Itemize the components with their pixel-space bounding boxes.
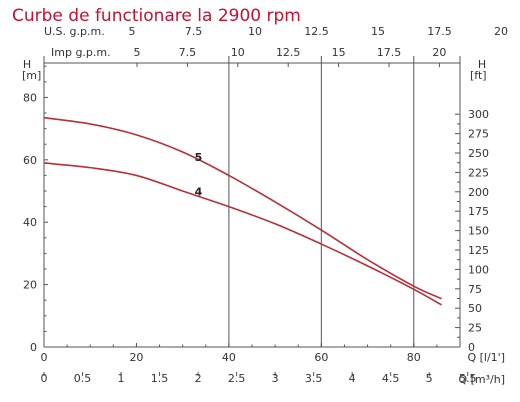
x-impgpm-tick-label: 7.5	[179, 46, 197, 59]
series-label-5: 5	[195, 151, 203, 164]
y-m-tick-label: 60	[23, 154, 37, 167]
x-usgpm-tick-label: 12.5	[304, 25, 329, 38]
x-m3h-tick-label: 4	[349, 372, 356, 385]
y-ft-tick-label: 100	[468, 263, 489, 276]
y-ft-tick-label: 200	[468, 186, 489, 199]
impgpm-axis-title: Imp g.p.m.	[51, 46, 111, 59]
x-impgpm-tick-label: 17.5	[377, 46, 402, 59]
x-usgpm-tick-label: 10	[248, 25, 262, 38]
y-ft-tick-label: 50	[468, 302, 482, 315]
x-q-tick-label: 80	[407, 351, 421, 364]
x-impgpm-tick-label: 12.5	[276, 46, 301, 59]
x-m3h-tick-label: 3.5	[305, 372, 323, 385]
y-m-tick-label: 80	[23, 91, 37, 104]
x-m3h-tick-label: 2.5	[228, 372, 246, 385]
x-m3h-tick-label: 5	[426, 372, 433, 385]
y-m-tick-label: 40	[23, 216, 37, 229]
x-m3h-tick-label: 1	[118, 372, 125, 385]
y-m-axis-title: H	[23, 58, 31, 71]
x-usgpm-tick-label: 5	[129, 25, 136, 38]
axis-tick-labels: 0204060800255075100125150175200225250275…	[23, 25, 508, 385]
x-impgpm-tick-label: 15	[332, 46, 346, 59]
series-group: 54	[43, 116, 442, 306]
x-usgpm-tick-label: 7.5	[185, 25, 203, 38]
y-m-axis-unit: [m]	[22, 69, 41, 82]
x-m3h-tick-label: 1.5	[151, 372, 169, 385]
y-ft-tick-label: 25	[468, 322, 482, 335]
x-q-tick-label: 40	[222, 351, 236, 364]
y-ft-tick-label: 300	[468, 108, 489, 121]
x-usgpm-tick-label: 17.5	[427, 25, 452, 38]
x-m3h-tick-label: 0.5	[74, 372, 92, 385]
y-ft-tick-label: 275	[468, 128, 489, 141]
series-line-5	[43, 116, 442, 300]
x-impgpm-tick-label: 20	[432, 46, 446, 59]
x-q-tick-label: 20	[129, 351, 143, 364]
q-m3h-axis-title: Q [m³/h]	[458, 373, 505, 386]
x-m3h-tick-label: 2	[195, 372, 202, 385]
chart-title: Curbe de functionare la 2900 rpm	[12, 6, 301, 26]
x-impgpm-tick-label: 10	[231, 46, 245, 59]
x-q-tick-label: 60	[314, 351, 328, 364]
y-ft-tick-label: 0	[468, 341, 475, 354]
plot-frame	[43, 56, 461, 348]
x-usgpm-tick-label: 20	[494, 25, 508, 38]
y-ft-axis-unit: [ft]	[470, 69, 487, 82]
x-usgpm-tick-label: 15	[371, 25, 385, 38]
series-label-4: 4	[195, 185, 203, 198]
y-ft-tick-label: 75	[468, 283, 482, 296]
x-m3h-tick-label: 3	[272, 372, 279, 385]
usgpm-axis-title: U.S. g.p.m.	[44, 25, 105, 38]
y-ft-tick-label: 225	[468, 166, 489, 179]
x-m3h-tick-label: 4.5	[382, 372, 400, 385]
axis-titles: U.S. g.p.m.Imp g.p.m.H[m]H[ft]Q [l/1']Q …	[22, 25, 505, 386]
y-ft-axis-title: H	[478, 58, 486, 71]
q-lpm-axis-title: Q [l/1']	[467, 351, 505, 364]
x-q-tick-label: 0	[41, 351, 48, 364]
grid	[228, 56, 415, 347]
series-line-4	[43, 162, 442, 306]
x-impgpm-tick-label: 5	[134, 46, 141, 59]
axis-ticks	[43, 63, 469, 376]
y-ft-tick-label: 250	[468, 147, 489, 160]
y-m-tick-label: 20	[23, 279, 37, 292]
y-ft-tick-label: 150	[468, 225, 489, 238]
y-m-tick-label: 0	[30, 341, 37, 354]
y-ft-tick-label: 125	[468, 244, 489, 257]
y-ft-tick-label: 175	[468, 205, 489, 218]
x-m3h-tick-label: 5.5	[459, 372, 477, 385]
x-m3h-tick-label: 0	[41, 372, 48, 385]
